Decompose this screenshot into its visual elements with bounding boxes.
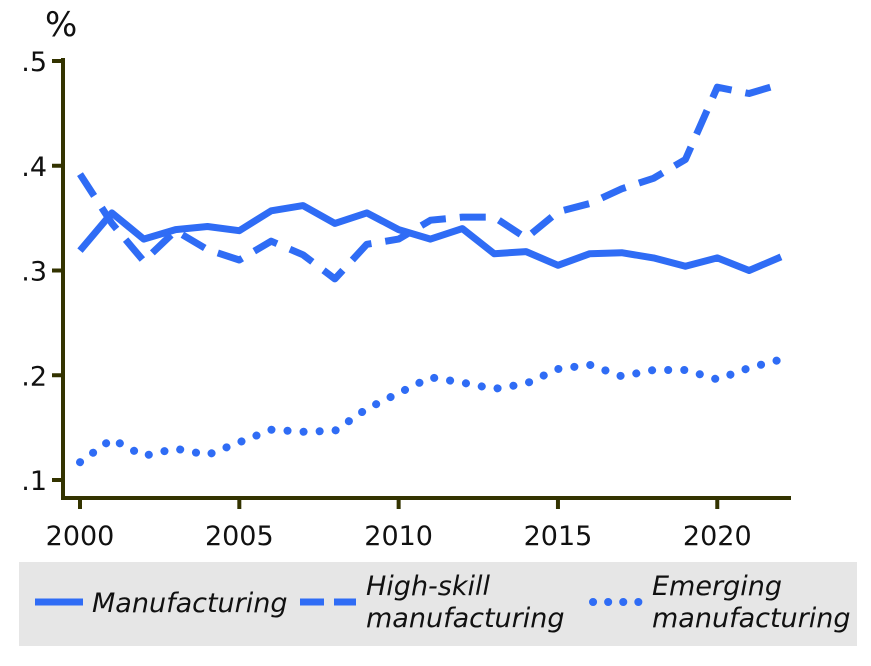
x-tick-label: 2005 <box>205 521 274 552</box>
x-axis: 2000 2005 2010 2015 2020 <box>46 498 752 552</box>
x-tick-label: 2000 <box>46 521 115 552</box>
y-tick-label: .4 <box>21 152 47 183</box>
series-line-manufacturing <box>77 202 783 274</box>
legend-label-emerging-manufacturing: Emerging <box>652 571 782 602</box>
legend-label-manufacturing: Manufacturing <box>92 588 288 619</box>
y-tick-label: .2 <box>21 361 47 392</box>
x-tick-label: 2020 <box>683 521 752 552</box>
series-line-emerging-manufacturing <box>76 355 785 467</box>
y-axis: .1 .2 .3 .4 .5 <box>21 47 63 497</box>
legend-label-high-skill-manufacturing: High-skill <box>366 571 491 602</box>
legend-label-emerging-manufacturing: manufacturing <box>652 603 851 634</box>
legend: ManufacturingHigh-skillmanufacturingEmer… <box>35 571 851 634</box>
x-tick-label: 2015 <box>524 521 593 552</box>
y-tick-label: .3 <box>21 257 47 288</box>
y-tick-label: .1 <box>21 466 47 497</box>
plot-area <box>76 80 785 467</box>
y-tick-label: .5 <box>21 47 47 78</box>
series-line-high-skill-manufacturing <box>77 80 782 283</box>
legend-background <box>19 562 857 646</box>
legend-label-high-skill-manufacturing: manufacturing <box>366 603 565 634</box>
x-tick-label: 2010 <box>364 521 433 552</box>
y-axis-unit-label: % <box>45 5 77 45</box>
